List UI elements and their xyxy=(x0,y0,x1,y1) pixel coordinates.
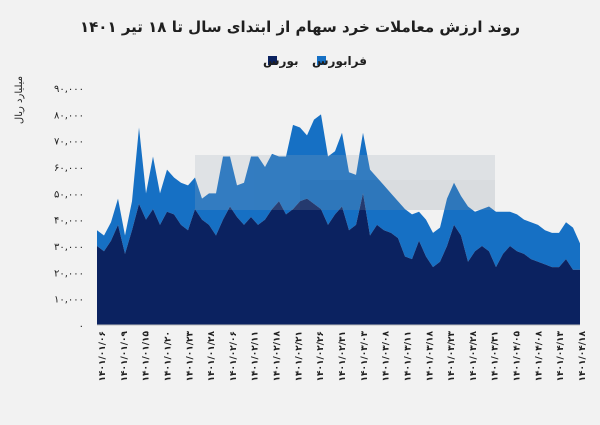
x-tick-label: ۱۴۰۱/۰۲/۳۱ xyxy=(338,331,348,382)
y-tick-label: ۶۰,۰۰۰ xyxy=(54,163,84,174)
x-tick-label: ۱۴۰۱/۰۳/۲۳ xyxy=(447,331,457,382)
y-tick-label: ۱۰,۰۰۰ xyxy=(54,295,84,306)
y-tick-label: ۳۰,۰۰۰ xyxy=(54,242,84,253)
x-tick-label: ۱۴۰۱/۰۲/۱۱ xyxy=(251,331,261,382)
legend-swatch-bourse xyxy=(268,56,277,65)
x-tick-label: ۱۴۰۱/۰۱/۰۹ xyxy=(120,331,130,382)
x-tick-label: ۱۴۰۱/۰۱/۲۳ xyxy=(185,331,195,382)
x-tick-label: ۱۴۰۱/۰۴/۱۸ xyxy=(578,331,588,382)
x-tick-label: ۱۴۰۱/۰۱/۱۵ xyxy=(142,331,152,382)
area-series-farabourse xyxy=(97,114,580,270)
y-tick-label: ۷۰,۰۰۰ xyxy=(54,137,84,148)
x-tick-label: ۱۴۰۱/۰۱/۲۸ xyxy=(207,331,217,382)
x-tick-label: ۱۴۰۱/۰۳/۲۸ xyxy=(469,331,479,382)
x-tick-label: ۱۴۰۱/۰۲/۲۱ xyxy=(294,331,304,382)
chart-title: روند ارزش معاملات خرد سهام از ابتدای سال… xyxy=(80,18,520,36)
x-tick-label: ۱۴۰۱/۰۳/۱۱ xyxy=(404,331,414,382)
x-axis-ticks: ۱۴۰۱/۰۱/۰۶ ۱۴۰۱/۰۱/۰۹ ۱۴۰۱/۰۱/۱۵ ۱۴۰۱/۰۱/۲۰… xyxy=(98,331,588,382)
x-tick-label: ۱۴۰۱/۰۴/۰۵ xyxy=(513,331,523,382)
x-tick-label: ۱۴۰۱/۰۳/۰۳ xyxy=(360,331,370,382)
legend-label-bourse: بورس xyxy=(263,54,299,69)
x-tick-label: ۱۴۰۱/۰۳/۱۸ xyxy=(425,331,435,382)
y-tick-label: ۸۰,۰۰۰ xyxy=(54,110,84,121)
area-series-bourse xyxy=(97,193,580,325)
plot-area xyxy=(97,114,580,325)
x-tick-label: ۱۴۰۱/۰۳/۳۱ xyxy=(491,331,501,382)
x-tick-label: ۱۴۰۱/۰۴/۰۸ xyxy=(534,331,544,382)
legend-swatch-farabourse xyxy=(317,56,326,65)
y-axis-label: میلیارد ریال xyxy=(14,76,25,124)
chart-legend: فرابورس بورس xyxy=(263,54,367,69)
x-tick-label: ۱۴۰۱/۰۴/۱۳ xyxy=(556,331,566,382)
x-tick-label: ۱۴۰۱/۰۳/۰۸ xyxy=(382,331,392,382)
y-tick-label: ۰ xyxy=(79,321,84,332)
y-tick-label: ۲۰,۰۰۰ xyxy=(54,268,84,279)
x-tick-label: ۱۴۰۱/۰۱/۲۰ xyxy=(164,331,174,382)
x-tick-label: ۱۴۰۱/۰۱/۰۶ xyxy=(98,331,108,382)
legend-label-farabourse: فرابورس xyxy=(312,54,367,69)
x-tick-label: ۱۴۰۱/۰۲/۲۶ xyxy=(316,331,326,382)
y-axis-ticks: ۰ ۱۰,۰۰۰ ۲۰,۰۰۰ ۳۰,۰۰۰ ۴۰,۰۰۰ ۵۰,۰۰۰ ۶۰,۰۰۰ ۷۰,… xyxy=(54,84,84,332)
watermark-logo xyxy=(195,155,495,210)
y-tick-label: ۹۰,۰۰۰ xyxy=(54,84,84,95)
y-tick-label: ۵۰,۰۰۰ xyxy=(54,189,84,200)
y-tick-label: ۴۰,۰۰۰ xyxy=(54,216,84,227)
x-tick-label: ۱۴۰۱/۰۲/۰۶ xyxy=(229,331,239,382)
x-tick-label: ۱۴۰۱/۰۲/۱۸ xyxy=(273,331,283,382)
